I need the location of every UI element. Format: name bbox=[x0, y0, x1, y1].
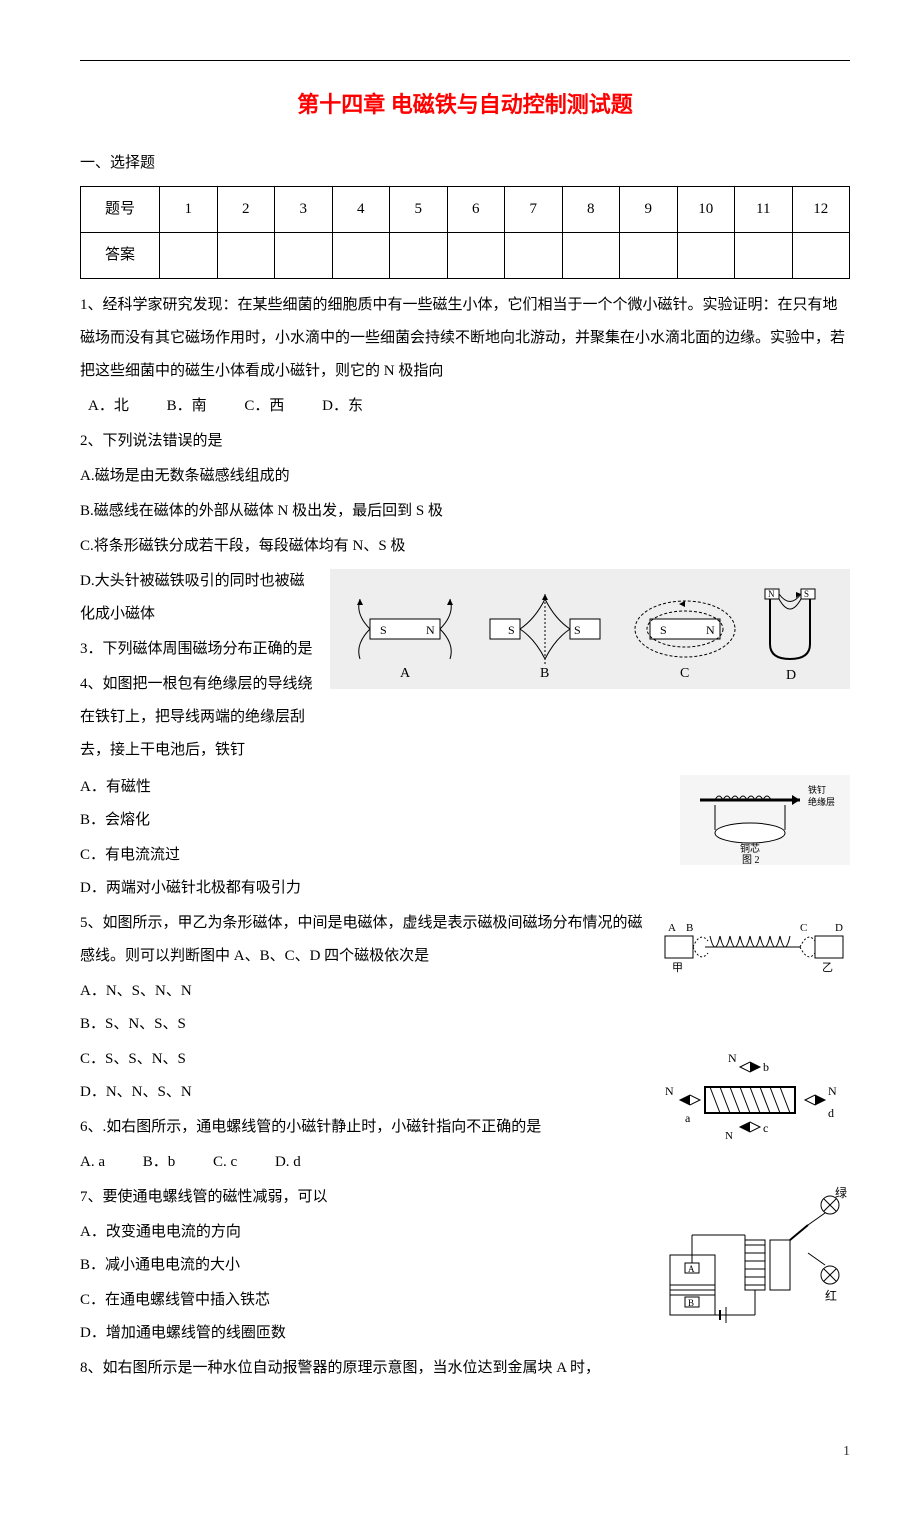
option-a: A．北 bbox=[88, 390, 129, 423]
svg-text:S: S bbox=[380, 623, 387, 637]
svg-text:乙: 乙 bbox=[822, 961, 833, 974]
q1-stem: 1、经科学家研究发现：在某些细菌的细胞质中有一些磁生小体，它们相当于一个个微小磁… bbox=[80, 289, 850, 388]
option-c: C．西 bbox=[244, 390, 284, 423]
svg-text:N: N bbox=[426, 623, 435, 637]
row-label: 题号 bbox=[81, 187, 160, 233]
option-d: D．N、N、S、N bbox=[80, 1076, 427, 1109]
svg-text:B: B bbox=[688, 1298, 694, 1308]
svg-text:S: S bbox=[660, 623, 667, 637]
svg-text:N: N bbox=[706, 623, 715, 637]
svg-text:绝缘层: 绝缘层 bbox=[808, 796, 835, 807]
answer-cell bbox=[620, 233, 678, 279]
q5-figure: A B 甲 C D 乙 bbox=[660, 911, 850, 1004]
svg-text:b: b bbox=[763, 1060, 769, 1074]
option-c: C．有电流流过 bbox=[80, 839, 427, 872]
svg-text:图 2: 图 2 bbox=[742, 854, 760, 865]
answer-cell bbox=[792, 233, 850, 279]
table-row: 答案 bbox=[81, 233, 850, 279]
svg-text:N: N bbox=[665, 1084, 674, 1098]
top-rule bbox=[80, 60, 850, 61]
svg-text:红: 红 bbox=[825, 1288, 837, 1303]
q2-option-b: B.磁感线在磁体的外部从磁体 N 极出发，最后回到 S 极 bbox=[80, 495, 850, 528]
q2-option-a: A.磁场是由无数条磁感线组成的 bbox=[80, 460, 850, 493]
svg-text:绿: 绿 bbox=[835, 1185, 847, 1200]
answer-cell bbox=[562, 233, 620, 279]
answer-cell bbox=[217, 233, 275, 279]
option-a: A．有磁性 bbox=[80, 771, 427, 804]
q3-figure: S N A S S B bbox=[330, 569, 850, 702]
q2-stem: 2、下列说法错误的是 bbox=[80, 425, 850, 458]
col-num: 4 bbox=[332, 187, 390, 233]
option-d: D．东 bbox=[322, 390, 363, 423]
svg-text:S: S bbox=[508, 623, 515, 637]
svg-text:N: N bbox=[728, 1051, 737, 1065]
option-a: A．N、S、N、N bbox=[80, 975, 427, 1008]
answer-cell bbox=[390, 233, 448, 279]
col-num: 8 bbox=[562, 187, 620, 233]
option-c: C．S、S、N、S bbox=[80, 1043, 427, 1076]
svg-text:N: N bbox=[725, 1130, 733, 1142]
option-b: B．b bbox=[143, 1146, 176, 1179]
q8-figure: A B 绿 红 bbox=[660, 1185, 850, 1348]
option-a: A．改变通电电流的方向 bbox=[80, 1216, 427, 1249]
svg-text:甲: 甲 bbox=[672, 962, 683, 974]
q6-figure: N a N b N c N d bbox=[650, 1047, 850, 1155]
svg-text:铁钉: 铁钉 bbox=[808, 784, 826, 795]
answer-cell bbox=[447, 233, 505, 279]
answer-cell bbox=[677, 233, 735, 279]
answer-table: 题号 1 2 3 4 5 6 7 8 9 10 11 12 答案 bbox=[80, 186, 850, 279]
svg-text:D: D bbox=[786, 668, 796, 683]
svg-text:C: C bbox=[800, 922, 807, 934]
col-num: 12 bbox=[792, 187, 850, 233]
col-num: 6 bbox=[447, 187, 505, 233]
svg-text:C: C bbox=[680, 666, 689, 681]
col-num: 3 bbox=[275, 187, 333, 233]
page-title: 第十四章 电磁铁与自动控制测试题 bbox=[80, 81, 850, 129]
option-d: D．增加通电螺线管的线圈匝数 bbox=[80, 1317, 427, 1350]
option-c: C．在通电螺线管中插入铁芯 bbox=[80, 1284, 427, 1317]
option-b: B．会熔化 bbox=[80, 804, 427, 837]
option-b: B．S、N、S、S bbox=[80, 1008, 427, 1041]
svg-text:A: A bbox=[400, 666, 411, 681]
col-num: 7 bbox=[505, 187, 563, 233]
col-num: 5 bbox=[390, 187, 448, 233]
answer-cell bbox=[275, 233, 333, 279]
option-b: B．南 bbox=[167, 390, 207, 423]
answer-cell bbox=[735, 233, 793, 279]
svg-text:B: B bbox=[686, 922, 693, 934]
svg-text:c: c bbox=[763, 1121, 768, 1135]
answer-cell bbox=[505, 233, 563, 279]
answer-cell bbox=[332, 233, 390, 279]
col-num: 9 bbox=[620, 187, 678, 233]
col-num: 1 bbox=[160, 187, 218, 233]
svg-text:a: a bbox=[685, 1111, 691, 1125]
page-number: 1 bbox=[80, 1437, 850, 1468]
svg-text:N: N bbox=[828, 1084, 837, 1098]
col-num: 10 bbox=[677, 187, 735, 233]
svg-text:N: N bbox=[768, 589, 775, 599]
col-num: 11 bbox=[735, 187, 793, 233]
svg-text:A: A bbox=[688, 1264, 695, 1274]
answer-cell bbox=[160, 233, 218, 279]
svg-text:S: S bbox=[574, 623, 581, 637]
option-a: A. a bbox=[80, 1146, 105, 1179]
option-c: C. c bbox=[213, 1146, 237, 1179]
svg-text:B: B bbox=[540, 666, 549, 681]
svg-text:S: S bbox=[804, 589, 809, 599]
table-row: 题号 1 2 3 4 5 6 7 8 9 10 11 12 bbox=[81, 187, 850, 233]
col-num: 2 bbox=[217, 187, 275, 233]
svg-text:D: D bbox=[835, 922, 843, 934]
svg-text:铜芯: 铜芯 bbox=[740, 842, 760, 855]
svg-text:d: d bbox=[828, 1106, 834, 1120]
q8-stem: 8、如右图所示是一种水位自动报警器的原理示意图，当水位达到金属块 A 时， bbox=[80, 1352, 850, 1385]
q2-option-c: C.将条形磁铁分成若干段，每段磁体均有 N、S 极 bbox=[80, 530, 850, 563]
svg-text:A: A bbox=[668, 922, 676, 934]
q1-options: A．北 B．南 C．西 D．东 bbox=[80, 390, 850, 423]
option-b: B．减小通电电流的大小 bbox=[80, 1249, 427, 1282]
option-d: D．两端对小磁针北极都有吸引力 bbox=[80, 872, 427, 905]
option-d: D. d bbox=[275, 1146, 301, 1179]
row-label: 答案 bbox=[81, 233, 160, 279]
q4-figure: 铁钉 绝缘层 铜芯 图 2 bbox=[680, 775, 850, 878]
section-heading: 一、选择题 bbox=[80, 147, 850, 180]
